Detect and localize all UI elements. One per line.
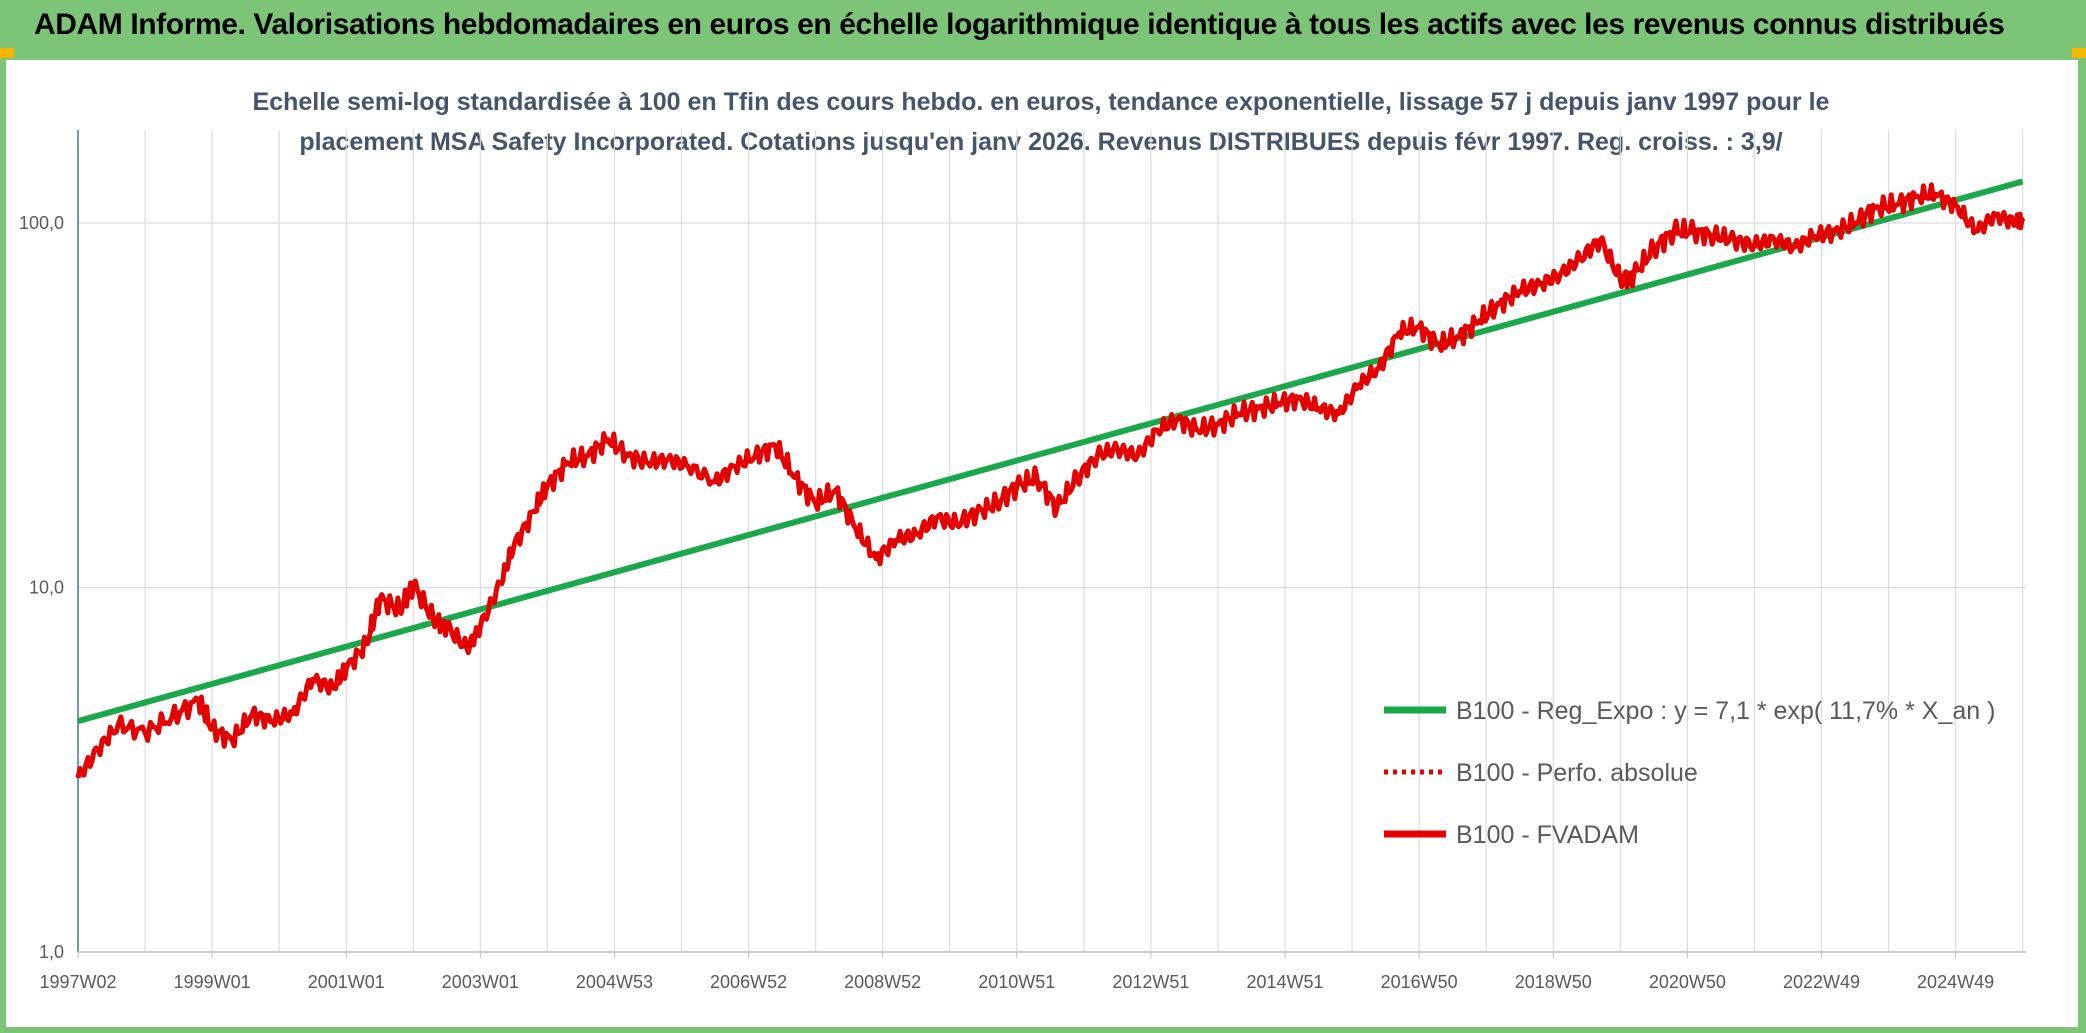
x-tick-label: 2014W51 xyxy=(1246,972,1323,992)
chart-area: Echelle semi-log standardisée à 100 en T… xyxy=(6,60,2078,1027)
x-tick-label: 1999W01 xyxy=(174,972,251,992)
x-tick-label: 1997W02 xyxy=(39,972,116,992)
series-line-fvadam xyxy=(75,182,2026,779)
series-line-reg-expo xyxy=(77,178,2024,724)
x-tick-label: 2001W01 xyxy=(308,972,385,992)
x-tick-label: 2004W53 xyxy=(576,972,653,992)
x-tick-label: 2018W50 xyxy=(1515,972,1592,992)
chart-subtitle-line-2: placement MSA Safety Incorporated. Cotat… xyxy=(299,128,1782,156)
chart-svg: Echelle semi-log standardisée à 100 en T… xyxy=(19,88,2026,992)
legend-entry-perfo-absolue-label: B100 - Perfo. absolue xyxy=(1456,759,1698,787)
corner-accent-left xyxy=(0,48,14,58)
x-tick-label: 2003W01 xyxy=(442,972,519,992)
legend-entry-reg-expo-label: B100 - Reg_Expo : y = 7,1 * exp( 11,7% *… xyxy=(1456,697,1995,725)
x-tick-label: 2020W50 xyxy=(1649,972,1726,992)
corner-accent-right xyxy=(2072,48,2086,58)
x-tick-label: 2006W52 xyxy=(710,972,787,992)
y-tick-label: 100,0 xyxy=(19,213,64,233)
x-tick-label: 2010W51 xyxy=(978,972,1055,992)
legend-entry-fvadam-label: B100 - FVADAM xyxy=(1456,821,1639,849)
page-title: ADAM Informe. Valorisations hebdomadaire… xyxy=(34,8,2005,41)
chart-subtitle-line-1: Echelle semi-log standardisée à 100 en T… xyxy=(253,88,1830,116)
x-tick-label: 2024W49 xyxy=(1917,972,1994,992)
y-tick-label: 1,0 xyxy=(39,942,64,962)
x-tick-label: 2022W49 xyxy=(1783,972,1860,992)
y-tick-label: 10,0 xyxy=(29,578,64,598)
x-tick-label: 2012W51 xyxy=(1112,972,1189,992)
x-tick-label: 2008W52 xyxy=(844,972,921,992)
header-bar: ADAM Informe. Valorisations hebdomadaire… xyxy=(0,0,2086,58)
x-tick-label: 2016W50 xyxy=(1381,972,1458,992)
